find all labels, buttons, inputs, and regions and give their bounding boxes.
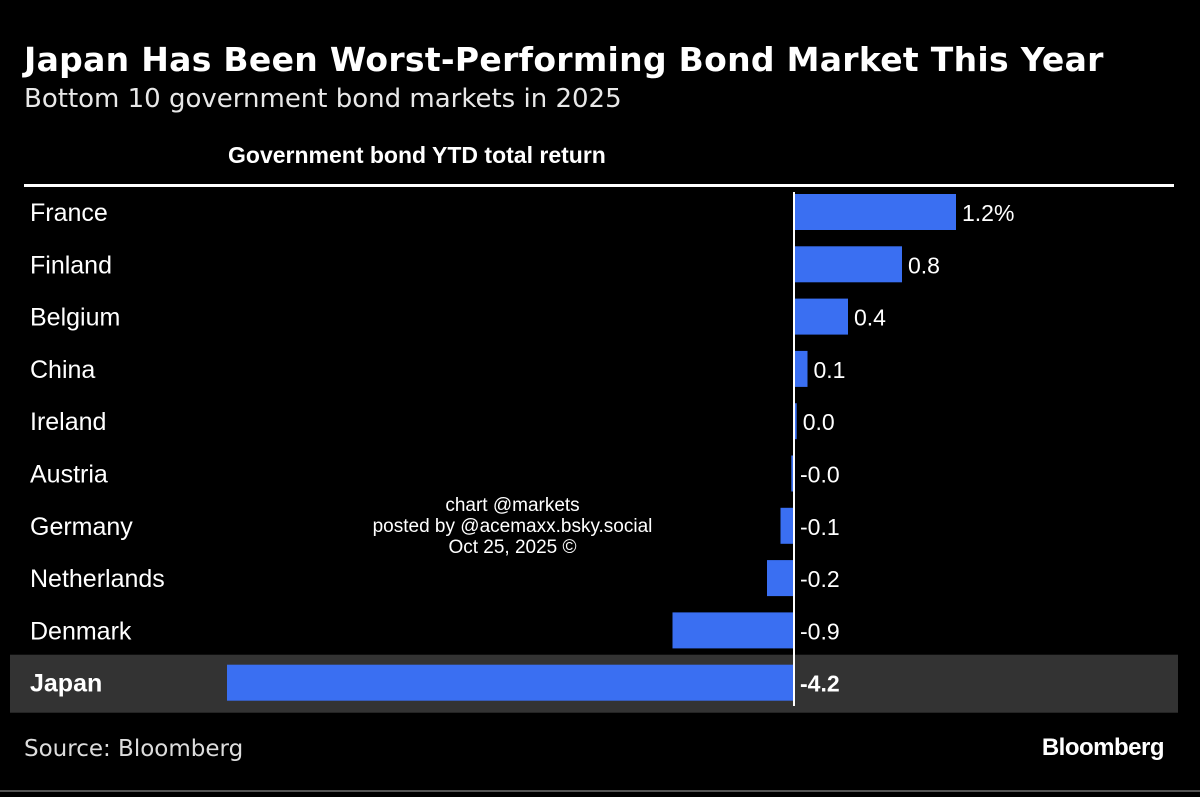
value-label: -0.2 <box>800 566 840 592</box>
bar <box>672 612 794 649</box>
bar <box>780 507 794 544</box>
bar <box>227 664 794 701</box>
watermark-line: posted by @acemaxx.bsky.social <box>372 516 653 537</box>
category-label: Germany <box>30 513 133 541</box>
category-label: Ireland <box>30 408 106 436</box>
category-label: Belgium <box>30 304 120 332</box>
value-label: -0.9 <box>800 618 840 644</box>
chart-subtitle: Bottom 10 government bond markets in 202… <box>24 84 622 114</box>
bar <box>794 350 808 387</box>
category-label: Finland <box>30 251 112 279</box>
category-label: Austria <box>30 461 108 489</box>
column-header: Government bond YTD total return <box>228 142 606 168</box>
bar <box>794 403 797 440</box>
source-note: Source: Bloomberg <box>24 736 244 762</box>
value-label: 0.8 <box>908 252 940 278</box>
value-label: 0.4 <box>854 305 886 331</box>
category-label: France <box>30 199 108 227</box>
watermark-line: chart @markets <box>445 495 580 516</box>
category-label: Japan <box>30 670 102 698</box>
bar <box>767 560 794 597</box>
header-rule <box>24 184 1174 187</box>
category-label: Denmark <box>30 617 132 645</box>
bar <box>794 194 956 230</box>
bloomberg-logo: Bloomberg <box>1041 734 1165 761</box>
bottom-border <box>0 790 1200 792</box>
value-label: 0.0 <box>803 409 835 435</box>
bar <box>794 298 848 335</box>
watermark: chart @markets posted by @acemaxx.bsky.s… <box>330 495 695 558</box>
value-label: 0.1 <box>814 357 846 383</box>
category-label: Netherlands <box>30 565 165 593</box>
bar <box>791 455 794 492</box>
bar <box>794 246 902 283</box>
value-label: -0.1 <box>800 514 840 540</box>
watermark-line: Oct 25, 2025 © <box>448 537 577 558</box>
chart-title: Japan Has Been Worst-Performing Bond Mar… <box>24 40 1104 79</box>
value-label: 1.2% <box>962 200 1014 226</box>
value-label: -0.0 <box>800 462 840 488</box>
value-label: -4.2 <box>800 671 840 697</box>
category-label: China <box>30 356 95 384</box>
